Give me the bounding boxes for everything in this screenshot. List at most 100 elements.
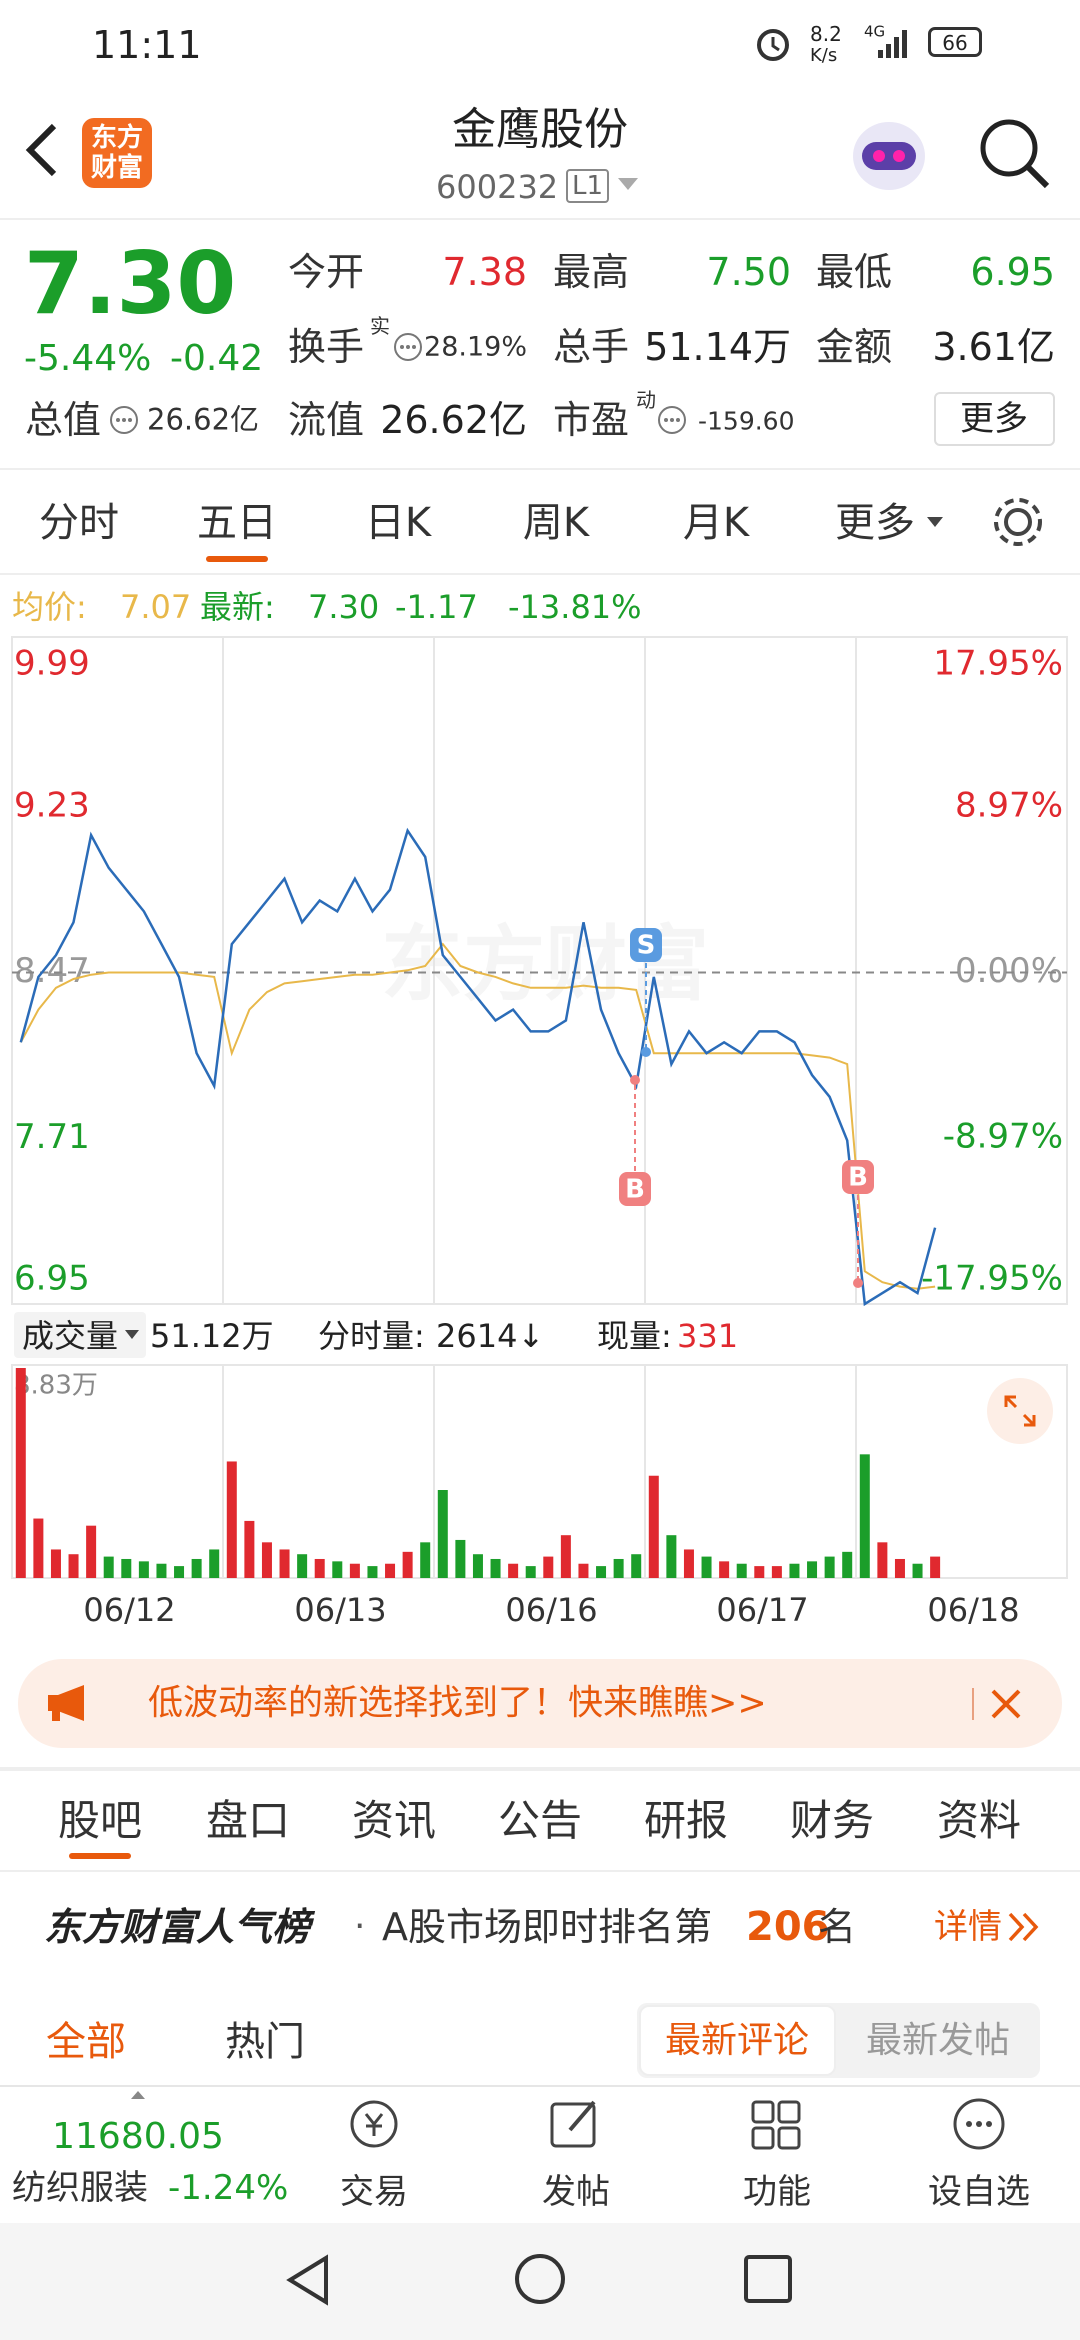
- volume-bar: [648, 1475, 659, 1578]
- index-name[interactable]: 纺织服装: [12, 2168, 148, 2208]
- nav-back[interactable]: [282, 2252, 334, 2308]
- volume-bar: [33, 1518, 44, 1578]
- more-button[interactable]: [934, 392, 1055, 446]
- index-change[interactable]: -1.24%: [168, 2168, 289, 2208]
- tab-underline: [69, 1853, 131, 1859]
- volume-bar: [437, 1490, 448, 1578]
- rank-text: A股市场即时排名第: [382, 1905, 712, 1949]
- divider: [0, 573, 1080, 575]
- price: 7.30: [24, 234, 237, 334]
- stat-value: -159.60: [698, 406, 795, 436]
- section-tab[interactable]: 资料: [936, 1796, 1022, 1845]
- volume-title[interactable]: 成交量: [22, 1317, 119, 1355]
- volume-total: 51.12万: [150, 1317, 274, 1355]
- stat-value: 7.38: [442, 250, 527, 294]
- action-label[interactable]: 交易: [340, 2172, 408, 2212]
- price-frame: [11, 636, 1068, 1305]
- info-icon[interactable]: [392, 331, 424, 363]
- stat-label: 总值: [25, 398, 102, 442]
- volume-selector[interactable]: [14, 1312, 146, 1358]
- period-tab[interactable]: 更多: [835, 500, 915, 546]
- marker-point: [853, 1278, 863, 1288]
- dropdown-arrow[interactable]: [616, 176, 640, 192]
- minute-volume: 2614↓: [436, 1317, 545, 1355]
- x-tick-label: 06/17: [716, 1591, 808, 1629]
- nav-home[interactable]: [512, 2251, 568, 2307]
- status-time: 11:11: [92, 23, 202, 67]
- sort-option[interactable]: 最新发帖: [865, 2020, 1011, 2061]
- change-pct: -5.44%: [24, 338, 152, 379]
- latest-label: 最新:: [200, 588, 275, 626]
- marker-badge: [619, 1172, 651, 1206]
- volume-bar: [560, 1535, 571, 1578]
- stat-value: 26.62亿: [147, 402, 260, 437]
- nav-recent[interactable]: [742, 2253, 794, 2305]
- rank-detail[interactable]: 详情: [934, 1907, 1002, 1947]
- stat-value: 26.62亿: [380, 398, 527, 442]
- search-button[interactable]: [975, 114, 1055, 194]
- section-tab[interactable]: 资讯: [351, 1796, 437, 1845]
- period-tab[interactable]: 周K: [522, 500, 590, 546]
- volume-bar: [279, 1549, 290, 1578]
- volume-bar: [701, 1556, 712, 1578]
- watchlist-icon[interactable]: [949, 2096, 1009, 2152]
- back-button[interactable]: [22, 120, 62, 180]
- volume-bar: [859, 1454, 870, 1578]
- section-tab[interactable]: 财务: [789, 1796, 875, 1845]
- current-volume-label: 现量:: [597, 1317, 672, 1355]
- stat-label: 总手: [553, 325, 630, 369]
- close-banner[interactable]: [990, 1688, 1022, 1720]
- sort-option[interactable]: 最新评论: [664, 2020, 810, 2061]
- volume-bar: [490, 1558, 501, 1578]
- period-tab[interactable]: 月K: [682, 500, 750, 546]
- index-value[interactable]: 11680.05: [52, 2116, 224, 2157]
- settings-button[interactable]: [990, 494, 1046, 550]
- marker-badge: [630, 928, 662, 962]
- more-button-label[interactable]: 更多: [960, 399, 1028, 439]
- stat-value: 3.61亿: [932, 325, 1055, 369]
- volume-bar: [367, 1566, 378, 1578]
- section-tab[interactable]: 股吧: [57, 1796, 143, 1845]
- stat-label: 流值: [288, 398, 365, 442]
- battery: [928, 27, 982, 57]
- stat-sup: 实: [370, 314, 390, 338]
- volume-bar: [807, 1561, 818, 1578]
- filter-tab[interactable]: 全部: [46, 2019, 126, 2065]
- volume-bar: [50, 1549, 61, 1578]
- section-tab[interactable]: 公告: [497, 1796, 583, 1845]
- promo-banner[interactable]: [18, 1659, 1062, 1748]
- info-icon[interactable]: [108, 404, 140, 436]
- assistant-avatar[interactable]: [844, 112, 934, 196]
- section-tab[interactable]: 盘口: [205, 1796, 291, 1845]
- tab-underline: [206, 556, 268, 562]
- section-tab[interactable]: 研报: [643, 1796, 729, 1845]
- post-icon[interactable]: [546, 2096, 606, 2152]
- current-volume: 331: [677, 1317, 739, 1355]
- y2-tick-label: 17.95%: [933, 644, 1063, 684]
- rank-title: 东方财富人气榜: [44, 1905, 311, 1949]
- divider: [0, 1767, 1080, 1771]
- expand-button[interactable]: [987, 1378, 1053, 1444]
- action-label[interactable]: 设自选: [928, 2172, 1030, 2212]
- function-icon[interactable]: [747, 2096, 807, 2152]
- volume-bar: [349, 1563, 360, 1578]
- volume-bar: [736, 1563, 747, 1578]
- period-tab[interactable]: 五日: [197, 500, 277, 546]
- stat-value: 7.50: [706, 250, 791, 294]
- sort-active: [639, 2005, 836, 2076]
- banner-text[interactable]: 低波动率的新选择找到了！快来瞧瞧>>: [148, 1683, 767, 1724]
- volume-bar: [543, 1556, 554, 1578]
- volume-bar: [596, 1566, 607, 1578]
- action-label[interactable]: 发帖: [542, 2172, 610, 2212]
- filter-tab[interactable]: 热门: [225, 2019, 305, 2065]
- period-tab[interactable]: 分时: [39, 500, 119, 546]
- action-label[interactable]: 功能: [743, 2172, 811, 2212]
- volume-bar: [332, 1561, 343, 1578]
- net-speed-unit: K/s: [810, 45, 838, 66]
- trade-icon[interactable]: [344, 2096, 404, 2152]
- stat-label: 最高: [553, 250, 630, 294]
- volume-bar: [191, 1558, 202, 1578]
- period-tab[interactable]: 日K: [364, 500, 432, 546]
- info-icon[interactable]: [656, 404, 688, 436]
- stat-label: 今开: [288, 250, 365, 294]
